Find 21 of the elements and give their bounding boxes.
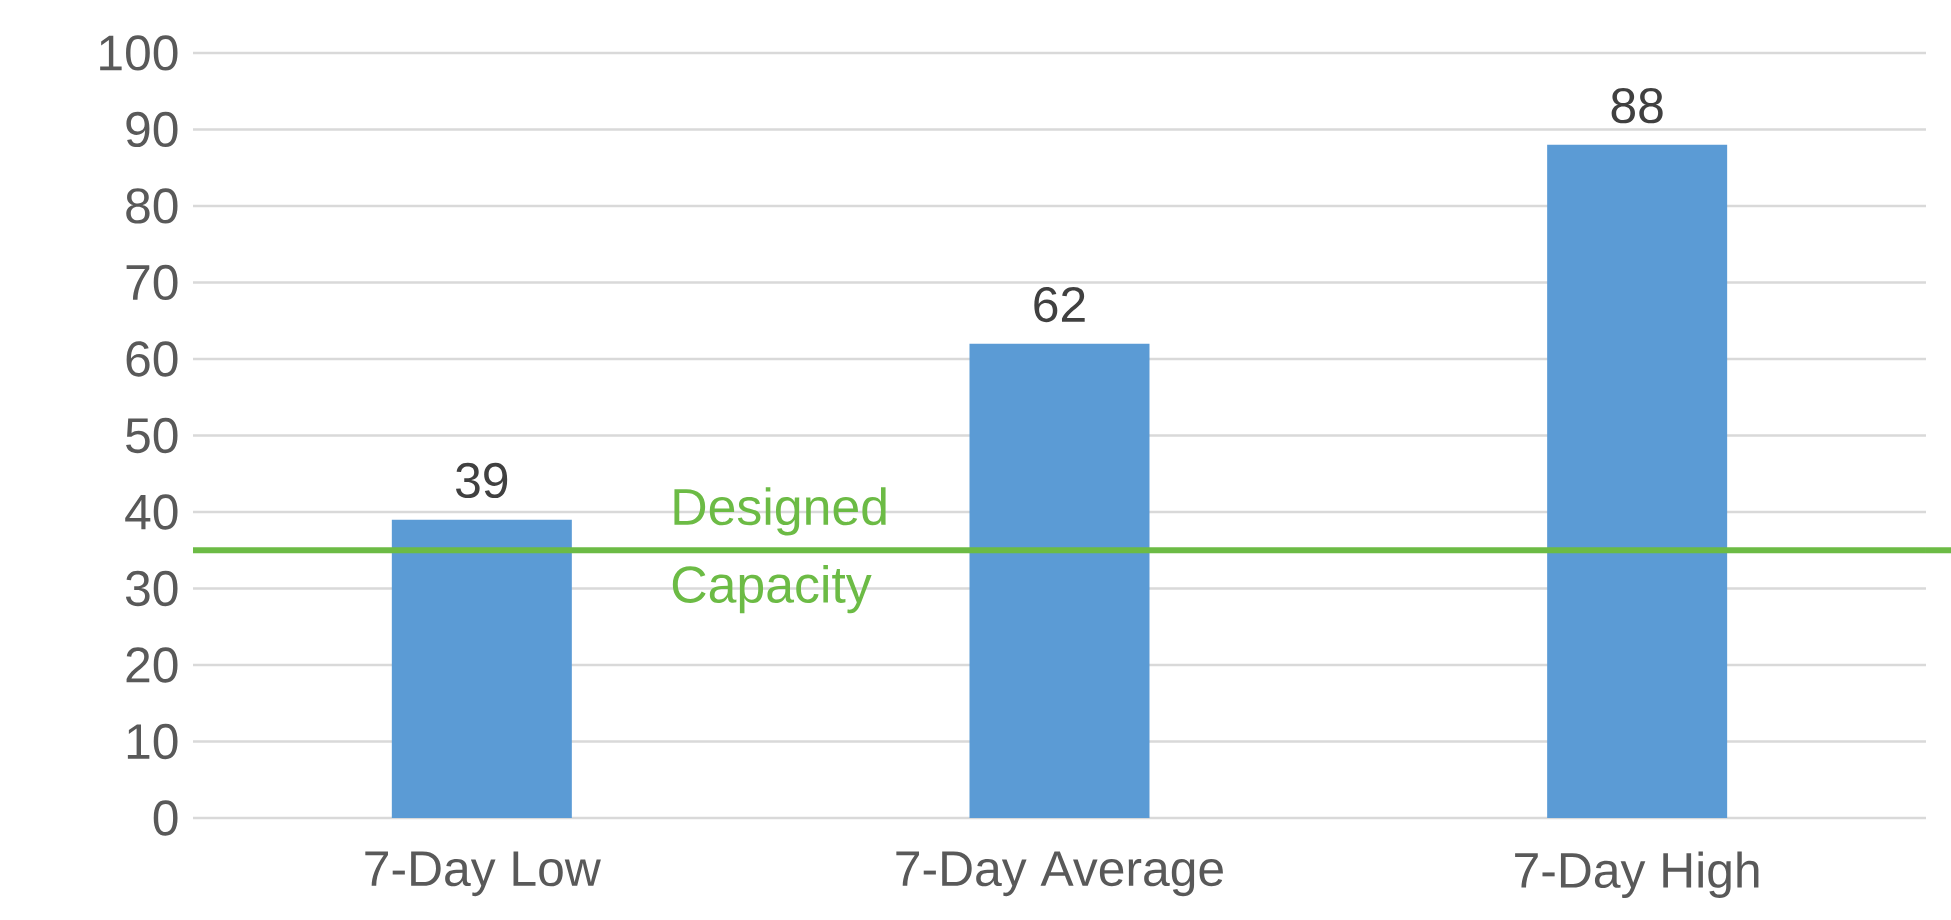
y-tick-label: 100 xyxy=(100,35,178,71)
data-label: 39 xyxy=(456,462,508,499)
ref-line-label: Designed Capacity xyxy=(672,487,886,614)
y-tick-label: 30 xyxy=(125,570,178,607)
y-tick-label: 70 xyxy=(126,264,178,301)
y-tick-label: 40 xyxy=(125,494,178,530)
bar xyxy=(1547,144,1728,818)
y-tick-label: 10 xyxy=(127,723,178,760)
bar xyxy=(391,519,572,818)
y-tick-label: 50 xyxy=(126,417,178,454)
x-tick-label: 7-Day Low xyxy=(365,851,601,897)
y-tick-label: 80 xyxy=(126,188,178,224)
y-tick-label: 90 xyxy=(126,111,178,148)
data-label: 88 xyxy=(1611,88,1663,124)
y-tick-label: 60 xyxy=(126,341,178,377)
y-tick-label: 0 xyxy=(153,800,178,836)
x-tick-label: 7-Day Average xyxy=(896,851,1223,897)
x-tick-label: 7-Day High xyxy=(1515,851,1759,898)
y-tick-label: 20 xyxy=(126,647,178,683)
bar xyxy=(969,343,1150,818)
data-label: 62 xyxy=(1034,286,1085,323)
